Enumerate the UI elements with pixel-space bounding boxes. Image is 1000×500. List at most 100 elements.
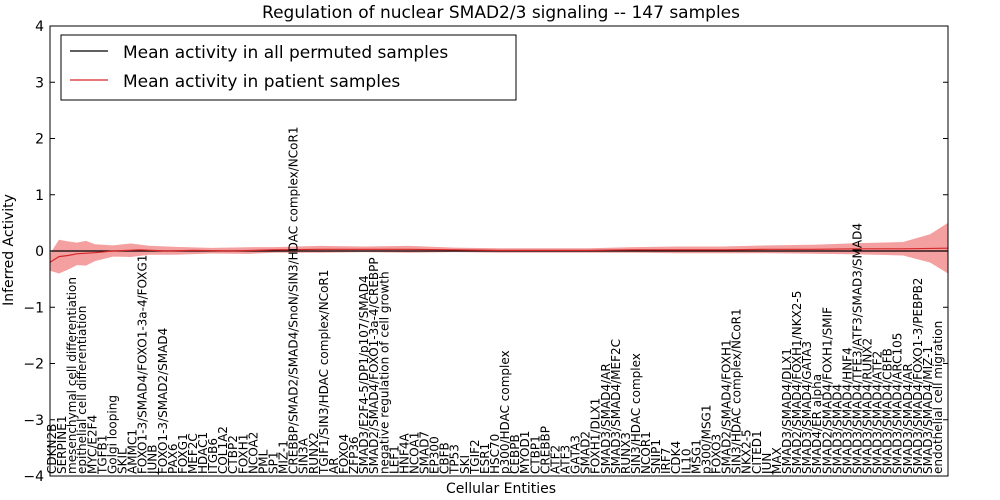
y-tick-label: 0 bbox=[35, 244, 44, 260]
category-label: FOXH1 bbox=[236, 434, 250, 474]
category-label: NCOA1 bbox=[408, 432, 422, 474]
category-label: IL10 bbox=[679, 449, 693, 475]
category-label: HSC70 bbox=[488, 434, 502, 474]
category-label: SMAD3/SMAD4/RUNX2 bbox=[861, 338, 875, 474]
category-label: CITED1 bbox=[750, 430, 764, 474]
category-label: GATA3 bbox=[569, 435, 583, 474]
category-label: MSG1 bbox=[689, 439, 703, 474]
category-label: SP1 bbox=[267, 452, 281, 475]
category-label: SMAD3/SMAD4/ARC105 bbox=[891, 333, 905, 474]
y-axis-label: Inferred Activity bbox=[1, 194, 17, 306]
category-label: Golgi looping bbox=[105, 395, 119, 474]
category-label: ITGB6 bbox=[206, 438, 220, 474]
y-tick-label: 4 bbox=[35, 19, 44, 35]
chart-title: Regulation of nuclear SMAD2/3 signaling … bbox=[262, 3, 740, 23]
legend: Mean activity in all permuted samples Me… bbox=[60, 34, 517, 101]
category-label: SERPINE1 bbox=[55, 416, 69, 475]
category-label: HDAC1 bbox=[196, 432, 210, 474]
category-label: mesenchymal cell differentiation bbox=[65, 277, 79, 474]
category-label: MYC/E2F4 bbox=[85, 415, 99, 474]
category-label: MIZ-1 bbox=[277, 440, 291, 474]
category-label: SIN3/HDAC complex/NCoR1 bbox=[730, 308, 744, 474]
category-label: SMAD2/SMAD4/FOXO1-3a-4/CREBPP bbox=[367, 257, 381, 474]
y-tick-label: 3 bbox=[35, 75, 44, 91]
category-label: SIN3/HDAC complex bbox=[629, 353, 643, 474]
category-label: MEF2C bbox=[186, 433, 200, 474]
legend-label-patient: Mean activity in patient samples bbox=[123, 72, 400, 92]
category-label: FOXO1-3/SMAD2/SMAD4 bbox=[156, 328, 170, 474]
category-label: negative regulation of cell growth bbox=[377, 271, 391, 474]
category-label: CTBP2 bbox=[226, 435, 240, 474]
category-label: CDKN2B bbox=[45, 424, 59, 474]
category-label: TP53 bbox=[448, 444, 462, 475]
y-tick-label: 2 bbox=[35, 132, 44, 148]
category-label: SMAD3/SMAD4/FOXO1-3/PEBPB2 bbox=[911, 278, 925, 474]
category-label: SMAD3/SMAD4/MEF2C bbox=[609, 339, 623, 474]
category-label: endothelial cell migration bbox=[931, 321, 945, 474]
category-label: SMAD3/SMAD4/DLX1 bbox=[780, 348, 794, 474]
category-label: RUNX3 bbox=[619, 432, 633, 474]
category-label: JUNB bbox=[146, 444, 160, 475]
band-layer bbox=[50, 222, 948, 274]
category-label: CREBBP/SMAD2/SMAD4/SnoN/SIN3/HDAC comple… bbox=[287, 127, 301, 474]
category-label: SMAD3/SMAD4 bbox=[830, 384, 844, 474]
category-label: FOXO4 bbox=[337, 434, 351, 474]
category-label: SNIP1 bbox=[649, 439, 663, 474]
category-label: PML bbox=[256, 449, 270, 474]
category-label: SMAD3/E2F4-5/DP1/p107/SMAD4 bbox=[357, 275, 371, 474]
category-label: EP300 bbox=[428, 436, 442, 474]
x-axis-label: Cellular Entities bbox=[446, 481, 556, 497]
category-label: FOXH1/DLX1 bbox=[589, 398, 603, 474]
category-label: MAX bbox=[770, 447, 784, 474]
category-label: SMAD2/SMAD4/FOXH1 bbox=[720, 339, 734, 474]
category-label: SMAD3/SMAD4/AR bbox=[901, 363, 915, 474]
category-label: LEF1 bbox=[387, 445, 401, 474]
category-label: IRF7 bbox=[659, 448, 673, 474]
category-label: SIN3A bbox=[297, 437, 311, 474]
category-label: CEBPB bbox=[508, 434, 522, 474]
y-tick-label: −3 bbox=[23, 413, 44, 429]
category-label: SMAD3/SMAD4/CBFB bbox=[881, 348, 895, 474]
category-label: HNF4A bbox=[397, 432, 411, 474]
y-tick-label: −1 bbox=[23, 300, 44, 316]
category-label: SMAD3/SMAD4/MIZ-1 bbox=[921, 346, 935, 474]
category-label: FOXO1-3/SMAD4/FOXO1-3a-4/FOXG1 bbox=[136, 255, 150, 474]
category-label: p300/MSG1 bbox=[699, 404, 713, 473]
legend-label-permuted: Mean activity in all permuted samples bbox=[123, 43, 448, 63]
y-tick-label: −4 bbox=[23, 469, 44, 485]
category-label: SMAD2 bbox=[579, 431, 593, 474]
line-layer bbox=[49, 247, 949, 263]
category-label: RUNX2 bbox=[307, 432, 321, 474]
category-label: p300/HDAC complex bbox=[498, 350, 512, 474]
category-label: SKIL bbox=[116, 448, 130, 474]
category-label: CDK4 bbox=[669, 441, 683, 474]
y-tick-label: 1 bbox=[35, 188, 44, 204]
category-label: CTBP1 bbox=[528, 435, 542, 474]
category-label: SMAD3/SMAD4/GATA3 bbox=[800, 341, 814, 474]
y-tick-label: −2 bbox=[23, 357, 44, 373]
y-axis-ticks: −4 −3 −2 −1 0 1 2 3 4 bbox=[23, 19, 948, 485]
category-label: SKI bbox=[458, 455, 472, 474]
category-label: SMAD3/SMAD4/AR bbox=[599, 363, 613, 474]
category-label: SMAD3/SMAD4/TFE3/ATF3/SMAD3/SMAD4 bbox=[851, 223, 865, 474]
category-label: FOXO3 bbox=[710, 434, 724, 474]
category-label: TGIF1/SIN3/HDAC complex/NCoR1 bbox=[317, 270, 331, 475]
patient-mean-line bbox=[49, 247, 949, 263]
category-label: SMAD7 bbox=[418, 431, 432, 474]
category-label: SMAD3/SMAD4/ATF2 bbox=[871, 351, 885, 474]
category-label: JUN bbox=[760, 453, 774, 475]
category-label: NCOR1 bbox=[639, 431, 653, 474]
category-label: FOXG1 bbox=[176, 433, 190, 474]
category-label: ATF3 bbox=[559, 445, 573, 474]
category-label: TGFB1 bbox=[95, 435, 109, 475]
category-label: SMAD2/SMAD4/FOXH1/SMIF bbox=[820, 307, 834, 474]
category-label: PAX6 bbox=[166, 443, 180, 474]
category-label: CREBBP bbox=[538, 426, 552, 474]
category-label: NKX2-5 bbox=[740, 429, 754, 474]
category-label: AMMC1 bbox=[126, 429, 140, 474]
patient-activity-band bbox=[50, 222, 948, 274]
category-label: MYOD1 bbox=[518, 431, 532, 474]
category-label: AR bbox=[327, 457, 341, 474]
